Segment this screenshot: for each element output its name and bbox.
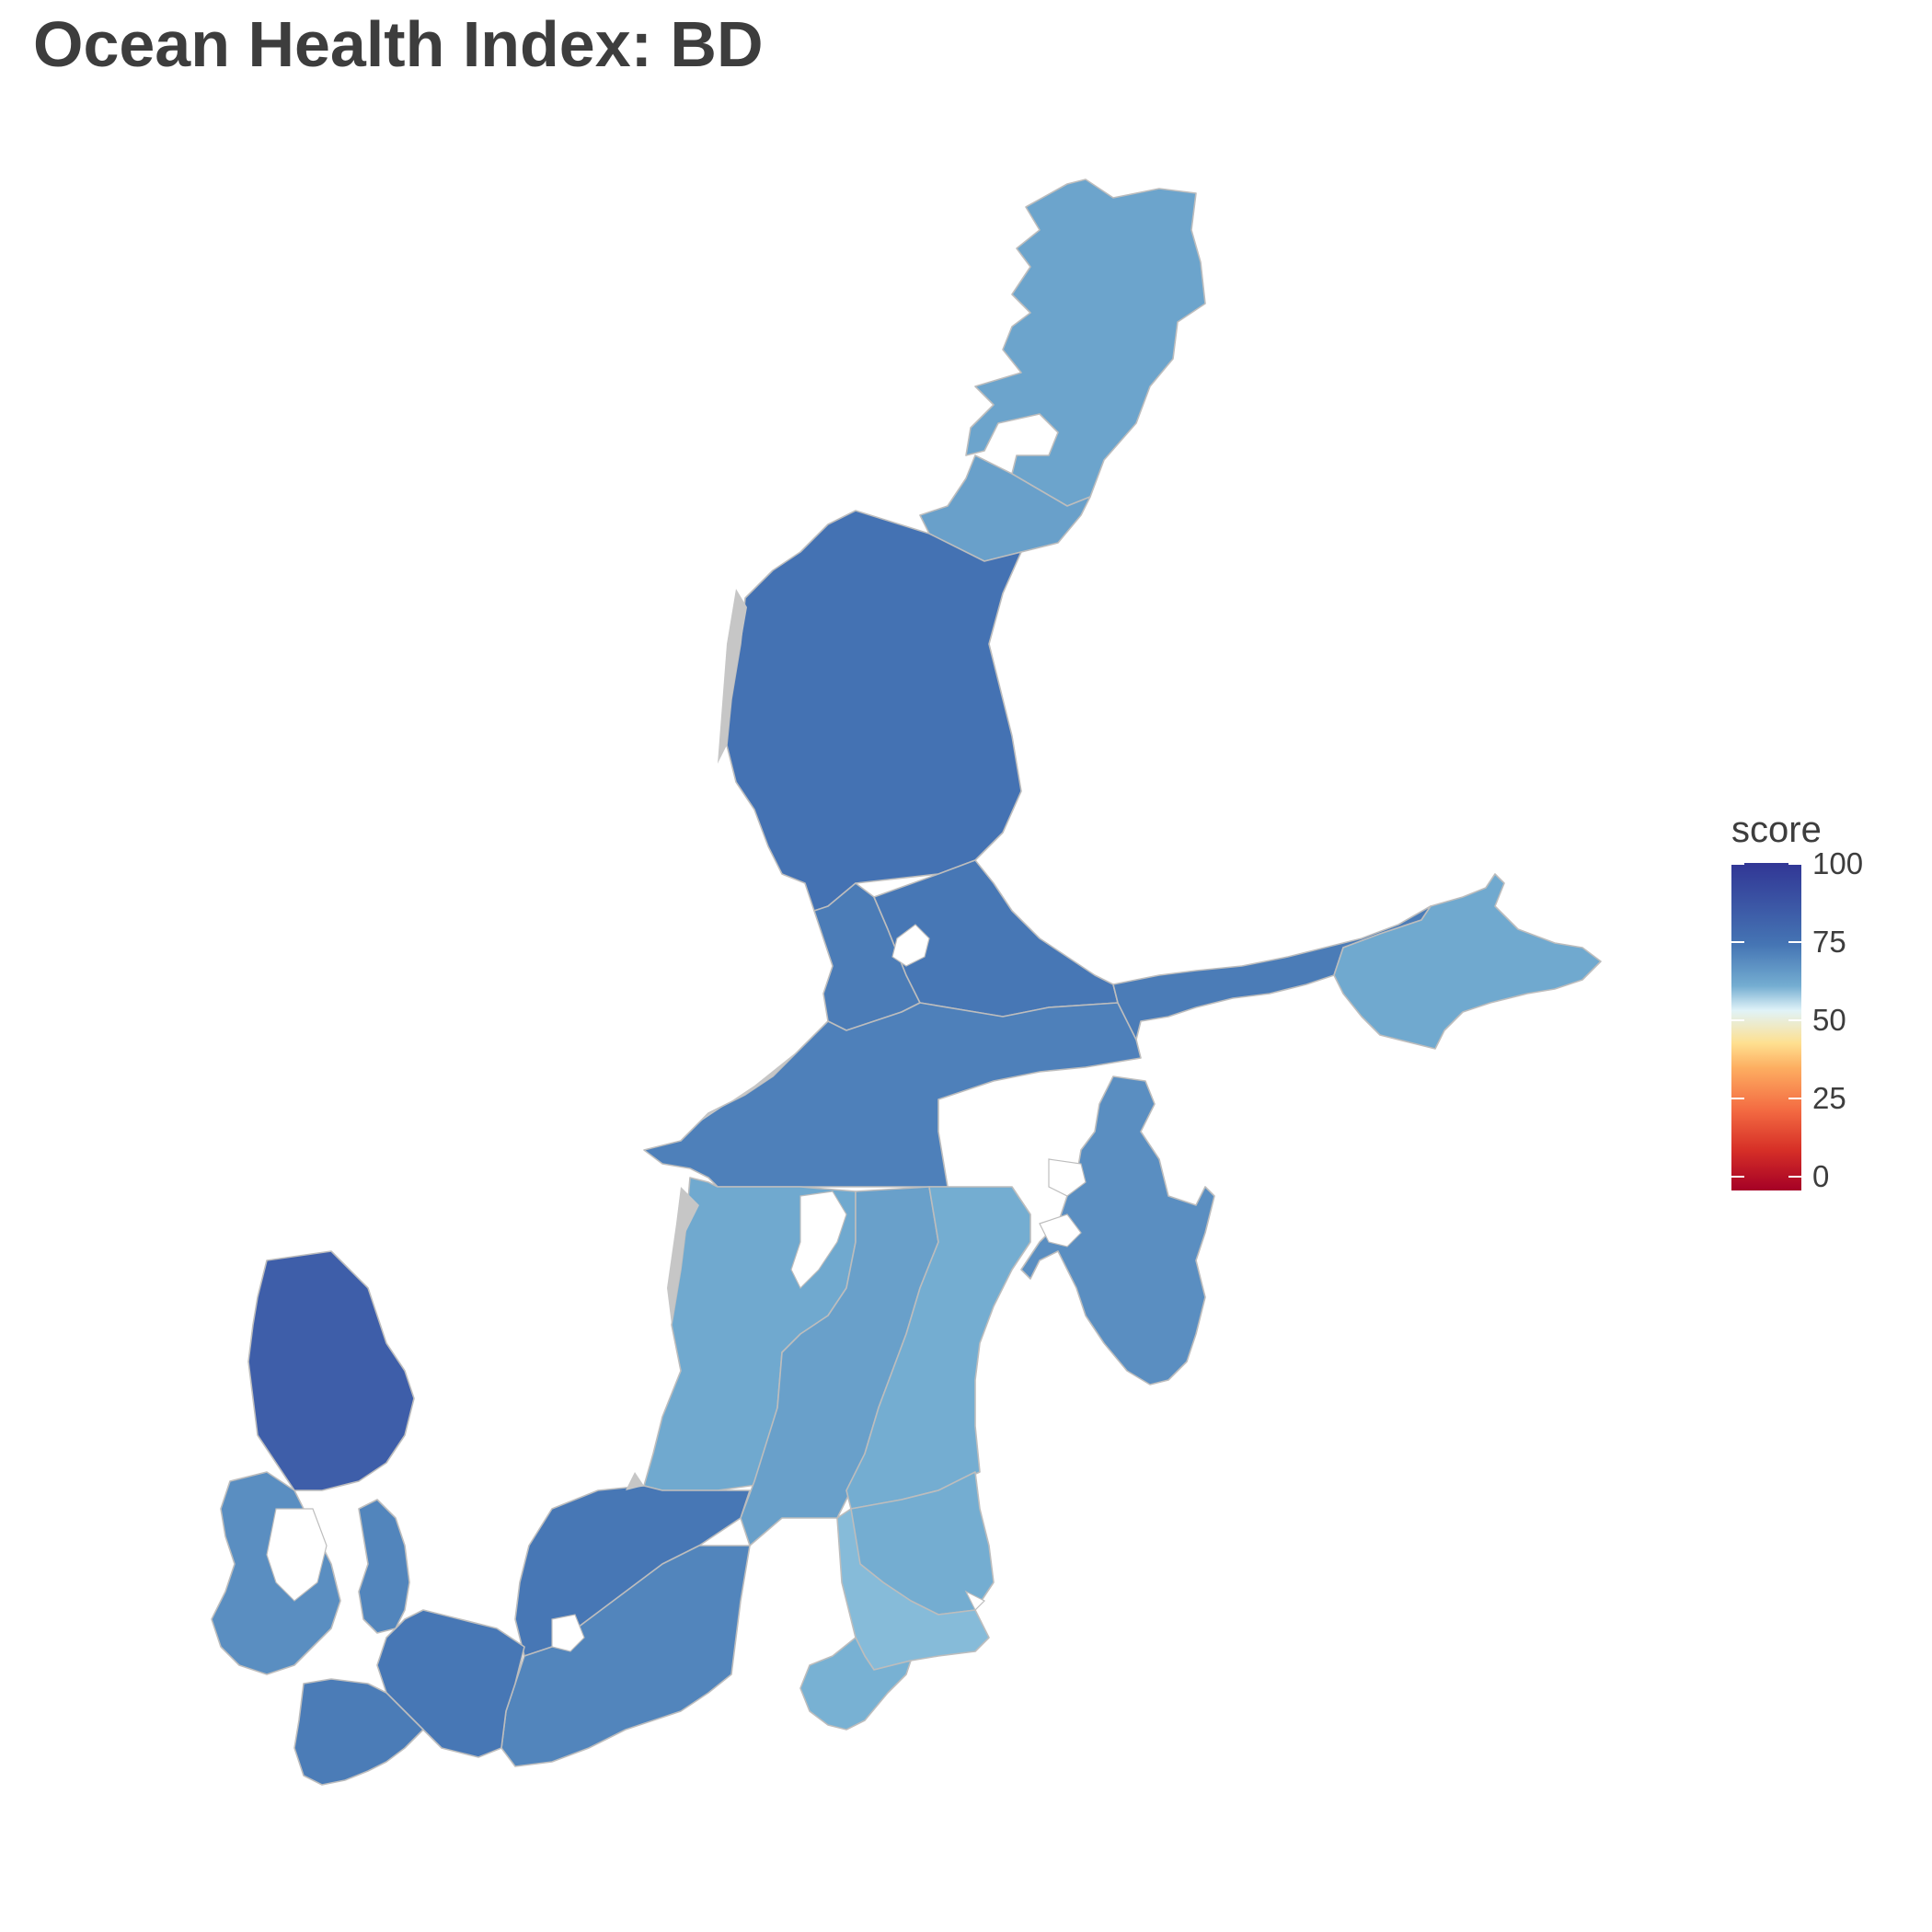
archipelago-shoal (626, 1472, 644, 1490)
region-bornholm-basin-south (500, 1545, 751, 1767)
archipelago-shoal (681, 1049, 800, 1141)
legend-tick (1731, 1098, 1744, 1099)
region-gulf-of-finland-east (1333, 873, 1602, 1050)
region-kiel-bay (293, 1678, 424, 1786)
legend-label-0: 0 (1812, 1159, 1830, 1193)
island (1048, 1158, 1087, 1197)
island (964, 1590, 986, 1612)
island (790, 1190, 847, 1290)
region-northern-baltic-proper (643, 1002, 1142, 1188)
region-bothnian-sea (726, 510, 1022, 912)
legend-tick (1788, 863, 1801, 865)
legend-tick (1788, 941, 1801, 943)
region-gulf-of-riga (1020, 1075, 1215, 1386)
legend-label-100: 100 (1812, 846, 1864, 880)
legend-tick (1731, 1176, 1744, 1178)
archipelago-shoal (667, 1187, 699, 1325)
legend-tick (1788, 1019, 1801, 1021)
island (891, 924, 930, 967)
legend-label-25: 25 (1812, 1081, 1846, 1115)
legend-tick (1788, 1098, 1801, 1099)
legend-label-75: 75 (1812, 925, 1846, 959)
archipelago-shoal (718, 589, 747, 764)
legend-label-50: 50 (1812, 1003, 1846, 1037)
legend-tick (1731, 863, 1744, 865)
legend-title: score (1731, 810, 1822, 850)
legend: score 100 75 50 25 0 (1720, 810, 1904, 1214)
page-title: Ocean Health Index: BD (33, 8, 764, 80)
island (1039, 1213, 1082, 1248)
legend-colorbar (1731, 863, 1801, 1190)
legend-tick (1788, 1176, 1801, 1178)
region-gdansk-bay (799, 1637, 912, 1731)
legend-tick (1731, 1019, 1744, 1021)
island (266, 1508, 328, 1602)
region-bothnian-bay (965, 178, 1206, 507)
region-archipelago-sea (873, 859, 1119, 1018)
island (551, 1614, 585, 1652)
region-kattegat (247, 1250, 415, 1491)
region-the-sound (358, 1499, 410, 1634)
legend-tick (1731, 941, 1744, 943)
